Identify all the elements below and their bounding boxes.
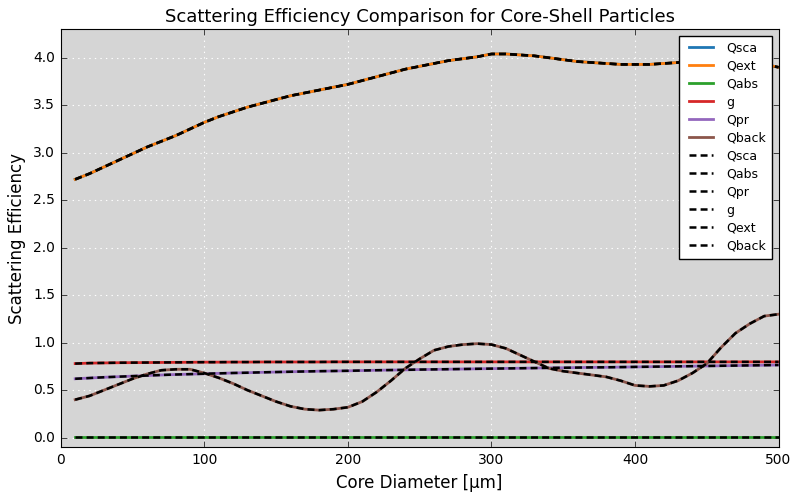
Legend: Qsca, Qext, Qabs, g, Qpr, Qback, Qsca, Qabs, Qpr, g, Qext, Qback: Qsca, Qext, Qabs, g, Qpr, Qback, Qsca, Q…: [678, 36, 772, 259]
X-axis label: Core Diameter [μm]: Core Diameter [μm]: [337, 474, 503, 492]
Y-axis label: Scattering Efficiency: Scattering Efficiency: [8, 152, 26, 324]
Title: Scattering Efficiency Comparison for Core-Shell Particles: Scattering Efficiency Comparison for Cor…: [165, 8, 674, 26]
